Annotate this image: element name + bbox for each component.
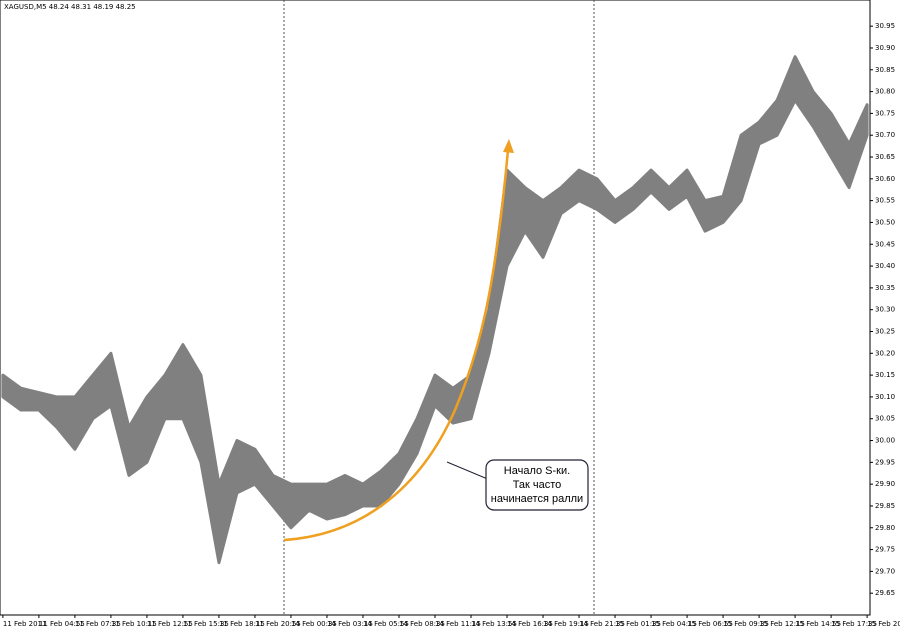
x-tick-label: 14 Feb 13:55 xyxy=(471,620,517,628)
x-tick-label: 14 Feb 19:15 xyxy=(543,620,589,628)
x-tick-label: 14 Feb 08:35 xyxy=(399,620,445,628)
x-tick-label: 15 Feb 06:55 xyxy=(687,620,733,628)
y-tick-label: 30.45 xyxy=(875,240,895,248)
x-tick-label: 11 Feb 07:35 xyxy=(75,620,121,628)
x-tick-label: 15 Feb 12:15 xyxy=(759,620,805,628)
x-tick-label: 11 Feb 15:35 xyxy=(183,620,229,628)
y-tick-label: 30.60 xyxy=(875,175,895,183)
y-tick-label: 30.25 xyxy=(875,327,895,335)
y-tick-label: 30.85 xyxy=(875,66,895,74)
y-tick-label: 29.80 xyxy=(875,524,895,532)
x-tick-label: 11 Feb 12:55 xyxy=(147,620,193,628)
x-tick-label: 15 Feb 14:55 xyxy=(795,620,841,628)
y-tick-label: 30.05 xyxy=(875,415,895,423)
callout-box xyxy=(485,459,589,511)
rally-curve xyxy=(283,149,510,542)
y-tick-label: 30.30 xyxy=(875,306,895,314)
x-tick-label: 11 Feb 18:15 xyxy=(219,620,265,628)
y-tick-label: 30.00 xyxy=(875,437,895,445)
callout-pointer xyxy=(446,461,491,481)
annotation-line: Начало S-ки. xyxy=(504,465,570,477)
y-tick-label: 30.65 xyxy=(875,153,895,161)
arrow-head xyxy=(503,139,514,153)
y-tick-label: 29.65 xyxy=(875,589,895,597)
price-range xyxy=(1,55,869,565)
y-tick-label: 30.35 xyxy=(875,284,895,292)
y-tick-label: 30.15 xyxy=(875,371,895,379)
y-tick-label: 30.10 xyxy=(875,393,895,401)
x-tick-label: 11 Feb 04:55 xyxy=(39,620,85,628)
annotation-line: Так часто xyxy=(513,479,562,491)
y-tick-label: 29.90 xyxy=(875,480,895,488)
y-tick-label: 30.70 xyxy=(875,131,895,139)
annotation-line: начинается ралли xyxy=(491,493,583,505)
x-tick-label: 15 Feb 20:15 xyxy=(867,620,900,628)
y-tick-label: 29.75 xyxy=(875,546,895,554)
plot-area xyxy=(0,0,871,616)
x-tick-label: 11 Feb 10:15 xyxy=(111,620,157,628)
x-tick-label: 15 Feb 17:35 xyxy=(831,620,877,628)
y-tick-label: 30.50 xyxy=(875,218,895,226)
x-tick-label: 15 Feb 04:15 xyxy=(651,620,697,628)
y-tick-label: 30.95 xyxy=(875,22,895,30)
x-tick-label: 11 Feb 2011 xyxy=(3,620,47,628)
y-tick-label: 29.95 xyxy=(875,458,895,466)
y-tick-label: 30.20 xyxy=(875,349,895,357)
y-tick-label: 29.70 xyxy=(875,567,895,575)
chart-title: XAGUSD,M5 48.24 48.31 48.19 48.25 xyxy=(4,3,136,11)
y-tick-label: 30.90 xyxy=(875,44,895,52)
x-tick-label: 14 Feb 16:35 xyxy=(507,620,553,628)
y-tick-label: 30.55 xyxy=(875,197,895,205)
y-tick-label: 30.80 xyxy=(875,88,895,96)
x-tick-label: 14 Feb 00:35 xyxy=(291,620,337,628)
y-tick-label: 29.85 xyxy=(875,502,895,510)
x-tick-label: 14 Feb 11:15 xyxy=(435,620,481,628)
y-tick-label: 30.40 xyxy=(875,262,895,270)
x-tick-label: 14 Feb 05:55 xyxy=(363,620,409,628)
x-tick-label: 15 Feb 01:35 xyxy=(615,620,661,628)
x-tick-label: 14 Feb 03:15 xyxy=(327,620,373,628)
x-tick-label: 14 Feb 21:35 xyxy=(579,620,625,628)
y-tick-label: 30.75 xyxy=(875,109,895,117)
x-tick-label: 11 Feb 20:55 xyxy=(255,620,301,628)
x-tick-label: 15 Feb 09:35 xyxy=(723,620,769,628)
